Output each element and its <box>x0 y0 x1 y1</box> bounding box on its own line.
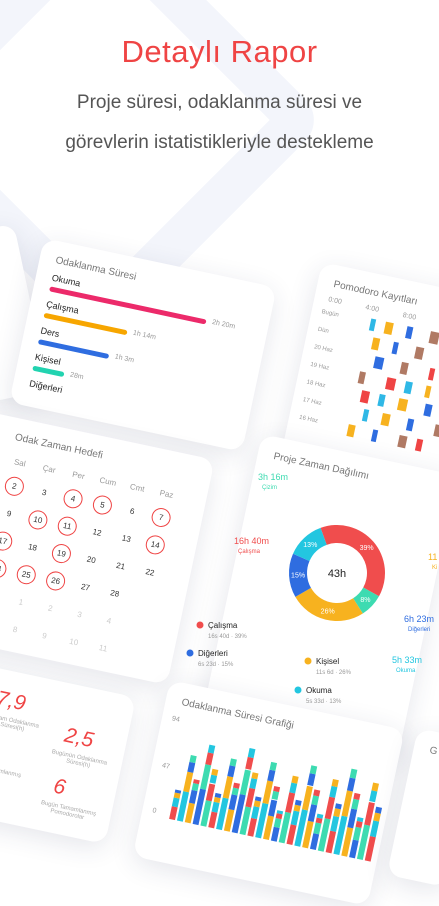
page-subtitle-line1: Proje süresi, odaklanma süresi ve <box>76 92 363 113</box>
callout-name: Okuma <box>396 668 416 674</box>
legend-sub: 6s 23d · 15% <box>198 662 234 668</box>
callout-time: 11 <box>428 552 437 562</box>
callout-time: 16h 40m <box>234 536 269 546</box>
donut-slice <box>293 527 327 561</box>
callout-time: 5h 33m <box>392 655 422 665</box>
legend-sub: 11s 6d · 26% <box>316 670 352 676</box>
callout-name: Çalışma <box>238 549 261 555</box>
donut-slice-label: 26% <box>321 608 335 615</box>
donut-slice-label: 15% <box>291 573 305 580</box>
legend-name: Diğerleri <box>198 649 228 658</box>
page-subtitle-line2: görevlerin istatistikleriyle destekleme <box>65 132 374 153</box>
callout-name: Diğerleri <box>408 627 430 633</box>
page-title: Detaylı Rapor <box>121 34 318 69</box>
donut-slice <box>353 587 379 614</box>
donut-slice <box>289 553 311 597</box>
donut-slice <box>295 587 363 621</box>
donut-slice-label: 13% <box>303 542 317 549</box>
callout-name: Çizim <box>262 485 277 491</box>
legend-sub: 5s 33d · 13% <box>306 699 342 705</box>
callout-time: 3h 16m <box>258 472 288 482</box>
donut-center-total: 43h <box>328 568 346 580</box>
distribution-donut-layer: 39% 8% 26% 15% 13% 43h 3h 16m Çizim 16h 40m Çalış… <box>186 472 437 705</box>
legend-name: Kişisel <box>316 657 339 666</box>
legend-name: Okuma <box>306 686 332 695</box>
callout-name: Ki <box>432 565 437 571</box>
callout-time: 6h 23m <box>404 614 434 624</box>
legend-dot <box>304 657 312 665</box>
legend-dot <box>294 686 302 694</box>
donut-slice-label: 8% <box>360 597 370 604</box>
legend-dot <box>186 649 194 657</box>
legend-name: Çalışma <box>208 621 238 630</box>
donut-chart: 39% 8% 26% 15% 13% 43h 3h 16m Çizim 16h 40m Çalış… <box>186 472 437 705</box>
legend-dot <box>196 621 204 629</box>
legend-sub: 16s 40d · 39% <box>208 634 247 640</box>
donut-slice <box>320 525 385 597</box>
donut-slice-label: 39% <box>360 545 374 552</box>
